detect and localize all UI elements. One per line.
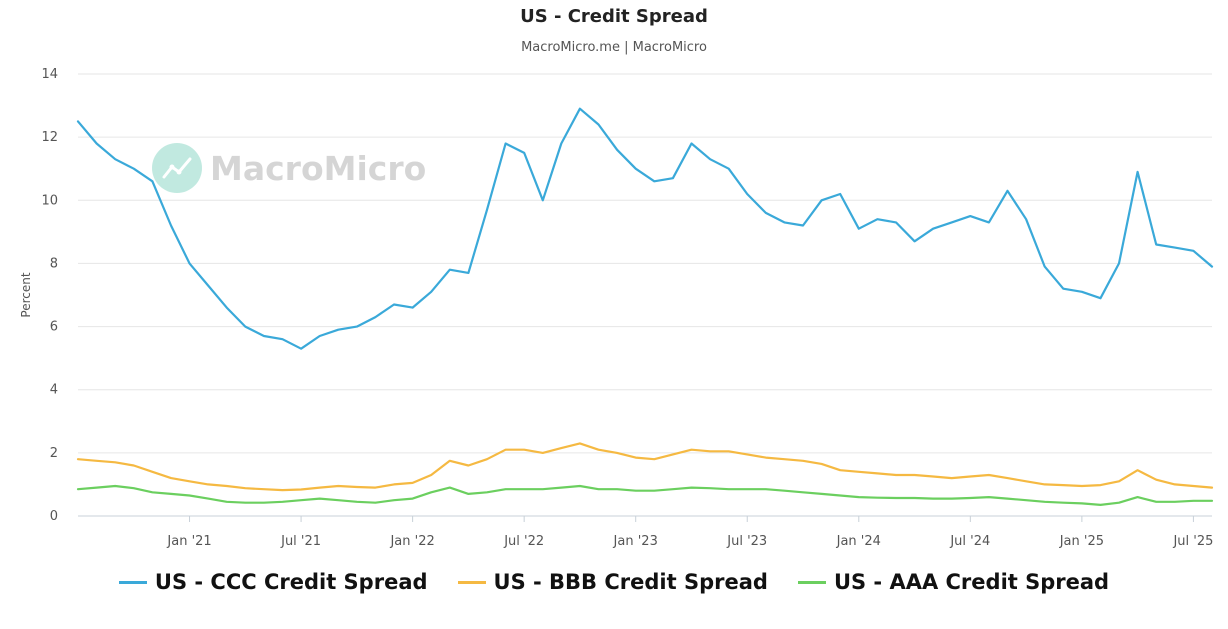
legend-item[interactable]: US - BBB Credit Spread [457,570,768,594]
legend-swatch [457,580,486,584]
y-axis-label: Percent [19,272,33,317]
x-tick-label: Jan '25 [1059,534,1104,549]
y-tick-label: 12 [41,130,58,145]
legend-label: US - BBB Credit Spread [493,570,768,594]
x-tick-label: Jul '24 [949,534,990,549]
legend-label: US - CCC Credit Spread [154,570,428,594]
y-tick-label: 2 [50,446,58,461]
legend-swatch [118,580,147,584]
x-tick-label: Jul '23 [726,534,767,549]
plot-area: 0 2 4 6 8 10 12 14 Jan '21 Jul '21 Jan '22 Jul '22… [19,67,1214,549]
x-tick-label: Jan '23 [613,534,658,549]
x-tick-label: Jul '21 [280,534,321,549]
series-line-2 [76,484,1214,506]
y-tick-label: 6 [50,320,58,335]
legend-item[interactable]: US - CCC Credit Spread [118,570,428,594]
x-tick-label: Jan '24 [836,534,881,549]
macromicro-logo-icon [152,143,202,193]
chart-subtitle: MacroMicro.me | MacroMicro [521,40,707,55]
y-axis: 0 2 4 6 8 10 12 14 [41,67,58,524]
chart-title: US - Credit Spread [520,6,708,27]
y-tick-label: 10 [41,193,58,208]
x-tick-label: Jul '22 [503,534,544,549]
x-tick-label: Jan '22 [389,534,434,549]
y-tick-label: 14 [41,67,58,82]
y-tick-label: 0 [50,509,58,524]
legend-label: US - AAA Credit Spread [833,570,1110,594]
watermark-text: MacroMicro [210,148,427,188]
x-axis: Jan '21 Jul '21 Jan '22 Jul '22 Jan '23 Jul '… [166,516,1213,549]
series-lines [76,107,1214,506]
series-line-0 [76,107,1214,350]
legend-swatch [797,580,826,584]
x-tick-label: Jan '21 [166,534,211,549]
y-tick-label: 8 [50,256,58,271]
grid-lines [78,73,1212,517]
series-line-1 [76,442,1214,492]
y-tick-label: 4 [50,383,58,398]
watermark: MacroMicro [152,143,426,193]
legend: US - CCC Credit Spread US - BBB Credit Sp… [0,570,1228,594]
x-tick-label: Jul '25 [1172,534,1213,549]
legend-item[interactable]: US - AAA Credit Spread [797,570,1110,594]
